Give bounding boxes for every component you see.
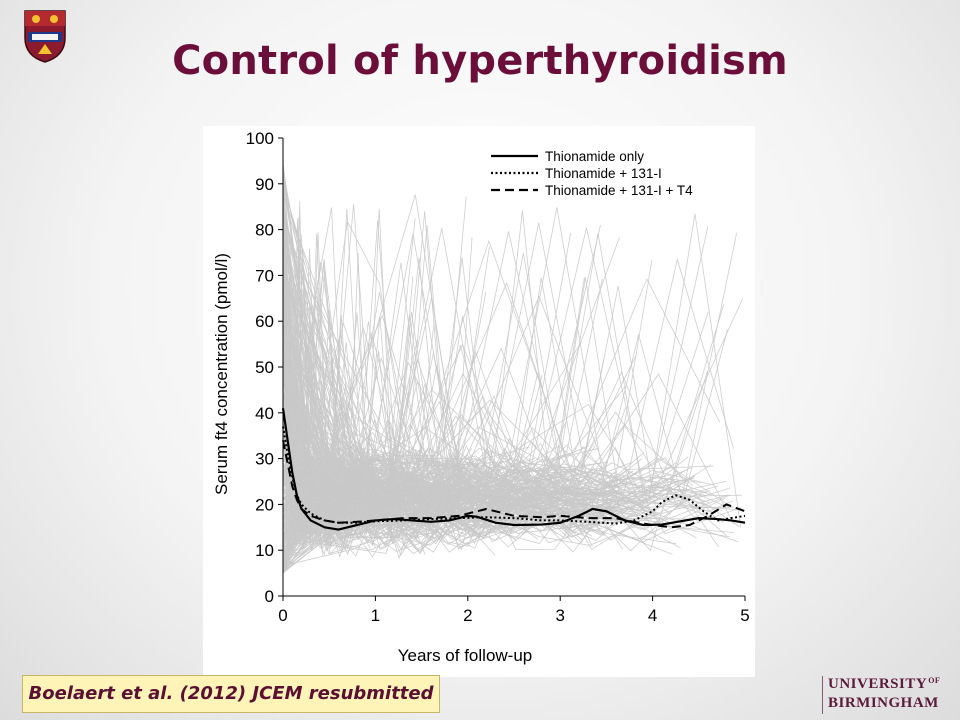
y-tick-label: 40 xyxy=(255,404,274,423)
patient-trace xyxy=(282,316,339,536)
y-tick-label: 70 xyxy=(255,266,274,285)
patient-trace xyxy=(282,330,366,523)
patient-trace xyxy=(282,273,321,543)
patient-trace xyxy=(282,392,612,534)
patient-trace xyxy=(282,396,443,526)
university-logo: UNIVERSITYOF BIRMINGHAM xyxy=(822,676,948,716)
patient-trace xyxy=(282,447,480,531)
patient-trace xyxy=(282,456,563,553)
x-tick-label: 1 xyxy=(371,606,380,625)
patient-trace xyxy=(282,462,473,573)
tick-labels: 0 10 20 30 40 50 60 70 80 90 100 0 1 2 3 4 5 xyxy=(246,129,750,625)
patient-trace xyxy=(282,239,696,554)
patient-trace xyxy=(282,342,639,529)
logo-line-2: BIRMINGHAM xyxy=(828,695,939,711)
legend-label-2: Thionamide + 131-I xyxy=(545,166,662,181)
chart-legend: Thionamide only Thionamide + 131-I Thionam… xyxy=(491,149,693,198)
patient-trace xyxy=(282,292,541,548)
patient-trace xyxy=(282,494,394,540)
y-tick-label: 100 xyxy=(246,129,274,148)
y-tick-label: 90 xyxy=(255,175,274,194)
patient-trace xyxy=(282,487,640,570)
patient-trace xyxy=(282,212,693,516)
x-tick-label: 3 xyxy=(555,606,564,625)
legend-label-1: Thionamide only xyxy=(545,149,644,164)
patient-trace xyxy=(282,411,700,566)
background-patient-traces xyxy=(282,162,744,574)
series-lines xyxy=(281,408,746,531)
y-tick-label: 50 xyxy=(255,358,274,377)
patient-trace xyxy=(282,219,560,530)
y-axis-label: Serum ft4 concentration (pmol/l) xyxy=(212,253,231,495)
patient-trace xyxy=(282,314,731,552)
patient-trace xyxy=(282,458,452,554)
y-tick-label: 80 xyxy=(255,221,274,240)
x-tick-label: 4 xyxy=(648,606,657,625)
ft4-line-chart: 0 10 20 30 40 50 60 70 80 90 100 0 1 2 3 4 5 Years of fo… xyxy=(212,129,750,665)
y-tick-label: 60 xyxy=(255,312,274,331)
patient-trace xyxy=(282,410,602,484)
patient-trace xyxy=(282,327,644,573)
university-crest-icon xyxy=(24,10,66,63)
patient-trace xyxy=(282,458,578,523)
x-tick-label: 2 xyxy=(463,606,472,625)
patient-trace xyxy=(282,194,692,524)
slide-title: Control of hyperthyroidism xyxy=(172,38,788,84)
series-line-2 xyxy=(282,426,746,525)
patient-trace xyxy=(282,446,529,559)
x-axis-label: Years of follow-up xyxy=(398,646,533,665)
series-line-3 xyxy=(282,440,746,529)
y-tick-label: 0 xyxy=(265,587,274,606)
citation-box: Boelaert et al. (2012) JCEM resubmitted xyxy=(22,675,440,713)
patient-trace xyxy=(282,216,593,537)
y-tick-label: 20 xyxy=(255,495,274,514)
legend-label-3: Thionamide + 131-I + T4 xyxy=(545,183,693,198)
patient-trace xyxy=(282,233,689,538)
x-tick-label: 0 xyxy=(278,606,287,625)
logo-line-1: UNIVERSITYOF xyxy=(828,676,941,692)
y-tick-label: 10 xyxy=(255,541,274,560)
logo-divider xyxy=(822,676,823,714)
x-tick-label: 5 xyxy=(740,606,749,625)
patient-trace xyxy=(282,423,454,544)
patient-trace xyxy=(282,363,378,536)
chart-panel: 0 10 20 30 40 50 60 70 80 90 100 0 1 2 3 4 5 Years of fo… xyxy=(203,126,755,677)
patient-trace xyxy=(282,248,725,552)
patient-trace xyxy=(282,183,710,516)
y-tick-label: 30 xyxy=(255,450,274,469)
patient-trace xyxy=(282,389,730,531)
patient-trace xyxy=(282,278,721,543)
patient-trace xyxy=(282,418,567,531)
